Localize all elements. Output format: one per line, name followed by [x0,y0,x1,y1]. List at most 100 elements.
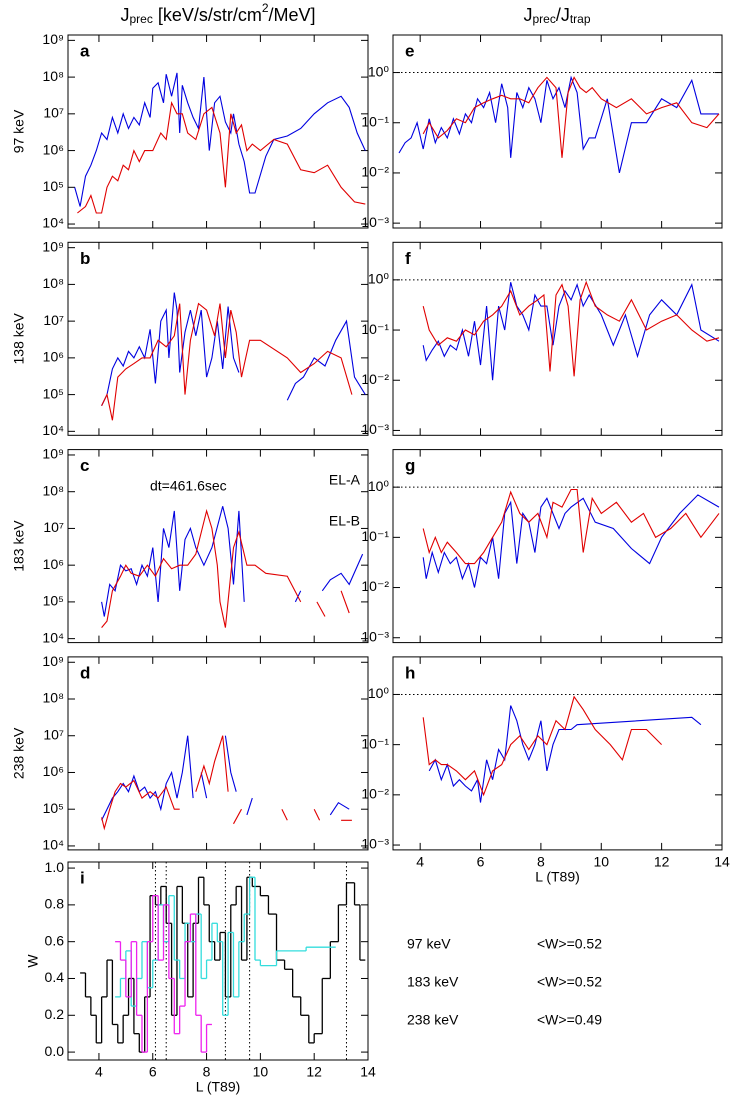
y-tick-label: 10⁰ [368,63,390,79]
y-tick-label: 10⁰ [368,478,390,494]
data-line [422,695,662,797]
title-sub: trap [570,12,591,26]
data-line [77,100,366,214]
panel-label: i [80,868,85,887]
y-tick-label: 10⁻² [361,786,389,802]
y-tick-label: 10⁻³ [361,214,389,230]
y-tick-label: 10⁷ [43,105,64,121]
y-tick-label: 10⁻¹ [361,321,389,337]
y-tick-label: 10⁷ [43,312,64,328]
title-part: [keV/s/str/cm [153,5,262,25]
panel-label: c [80,456,89,475]
plot-frame [392,241,723,436]
plot-frame [392,34,723,229]
y-tick-label: 10⁹ [42,653,64,669]
title-sub: prec [129,12,152,26]
x-axis-title: L (T89) [535,869,580,885]
y-tick-label: 10⁶ [43,763,64,779]
y-tick-label: 10⁻¹ [361,528,389,544]
panel: 10⁴ 10⁵ 10⁶ 10⁷ 10⁸ 10⁹ c 183 keV dt=461.6sec EL-… [11,446,369,645]
y-tick-label: 0.8 [45,896,65,912]
plot-frame [67,449,369,644]
y-tick-label: 0.2 [45,1006,65,1022]
y-tick-label: 10⁹ [42,238,64,254]
panel: 10⁴ 10⁵ 10⁶ 10⁷ 10⁸ 10⁹ b 138 keV [11,238,369,438]
data-line [398,75,719,174]
panel-label: f [405,249,411,268]
y-tick-label: 10⁸ [43,482,65,498]
title-sup: 2 [262,1,269,15]
y-tick-label: 10⁻² [361,371,389,387]
y-tick-label: 10⁻³ [361,628,389,644]
y-tick-label: 10⁶ [43,349,64,365]
data-line [428,705,702,803]
x-tick-label: 14 [714,854,730,870]
y-tick-label: 0.0 [45,1043,65,1059]
panel: 10⁻³ 10⁻² 10⁻¹ 10⁰ f [361,241,723,437]
panel: 10⁻³ 10⁻² 10⁻¹ 10⁰ e [361,34,723,230]
annotation: dt=461.6sec [150,477,227,493]
stats-value: <W>=0.52 [537,936,602,952]
panel: 10⁴ 10⁵ 10⁶ 10⁷ 10⁸ 10⁹ d 238 keV [11,653,369,853]
y-tick-label: 10⁶ [43,141,64,157]
panel: 10⁻³ 10⁻² 10⁻¹ 10⁰ 4 6 8 10 12 14 L (T89) h [361,656,730,885]
data-line [74,72,366,207]
y-tick-label: 10⁸ [43,68,65,84]
plot-frame [392,656,723,851]
data-line [422,494,720,588]
panel-label: h [405,663,415,682]
y-tick-label: 10⁰ [368,685,390,701]
stats-label: 183 keV [407,974,459,990]
y-tick-label: 0.4 [45,969,65,985]
y-tick-label: 10⁻¹ [361,113,389,129]
plot-frame [67,241,369,436]
panel-label: d [80,663,90,682]
legend-entry: EL-A [329,471,361,487]
stats-value: <W>=0.52 [537,974,602,990]
y-tick-label: 10⁵ [43,178,64,194]
data-line [101,302,353,421]
x-tick-label: 6 [477,854,485,870]
legend-entry: EL-B [329,512,360,528]
x-tick-label: 4 [416,854,424,870]
data-line [101,735,352,831]
y-tick-label: 10⁵ [43,800,64,816]
y-tick-label: 10⁵ [43,385,64,401]
y-tick-label: 10⁴ [42,215,64,231]
y-tick-label: 10⁷ [43,519,64,535]
x-tick-label: 8 [203,1064,211,1080]
y-tick-label: 10⁻³ [361,421,389,437]
y-tick-label: 0.6 [45,932,65,948]
panel-label: a [80,41,90,60]
title-part: J [120,5,129,25]
panel: 0.0 0.2 0.4 0.6 0.8 1.0 4 6 8 10 12 14 L (T89) i W [25,859,376,1095]
x-tick-label: 6 [149,1064,157,1080]
y-axis-title: 97 keV [11,109,27,153]
x-axis-title: L (T89) [196,1079,241,1095]
column-title: Jprec [keV/s/str/cm2/MeV] [120,1,315,26]
title-part: /MeV] [269,5,316,25]
y-tick-label: 10⁻² [361,578,389,594]
x-tick-label: 8 [537,854,545,870]
data-line [422,76,720,158]
y-axis-title: 138 keV [11,312,27,364]
title-sub: prec [532,12,555,26]
x-tick-label: 10 [593,854,609,870]
panel-label: b [80,249,90,268]
x-tick-label: 14 [360,1064,376,1080]
panel: 10⁴ 10⁵ 10⁶ 10⁷ 10⁸ 10⁹ a 97 keV [11,31,369,231]
y-tick-label: 10⁹ [42,446,64,462]
y-axis-title: W [25,954,41,968]
panel-label: g [405,456,415,475]
data-line [422,282,720,381]
y-axis-title: 183 keV [11,520,27,572]
panel: 10⁻³ 10⁻² 10⁻¹ 10⁰ g [361,449,723,644]
x-tick-label: 10 [253,1064,269,1080]
y-tick-label: 10⁸ [43,275,65,291]
y-tick-label: 10⁰ [368,271,390,287]
plot-frame [67,34,369,229]
plot-frame [392,449,723,644]
y-tick-label: 10⁴ [42,422,64,438]
stats-label: 97 keV [407,936,451,952]
y-tick-label: 10⁻³ [361,836,389,852]
